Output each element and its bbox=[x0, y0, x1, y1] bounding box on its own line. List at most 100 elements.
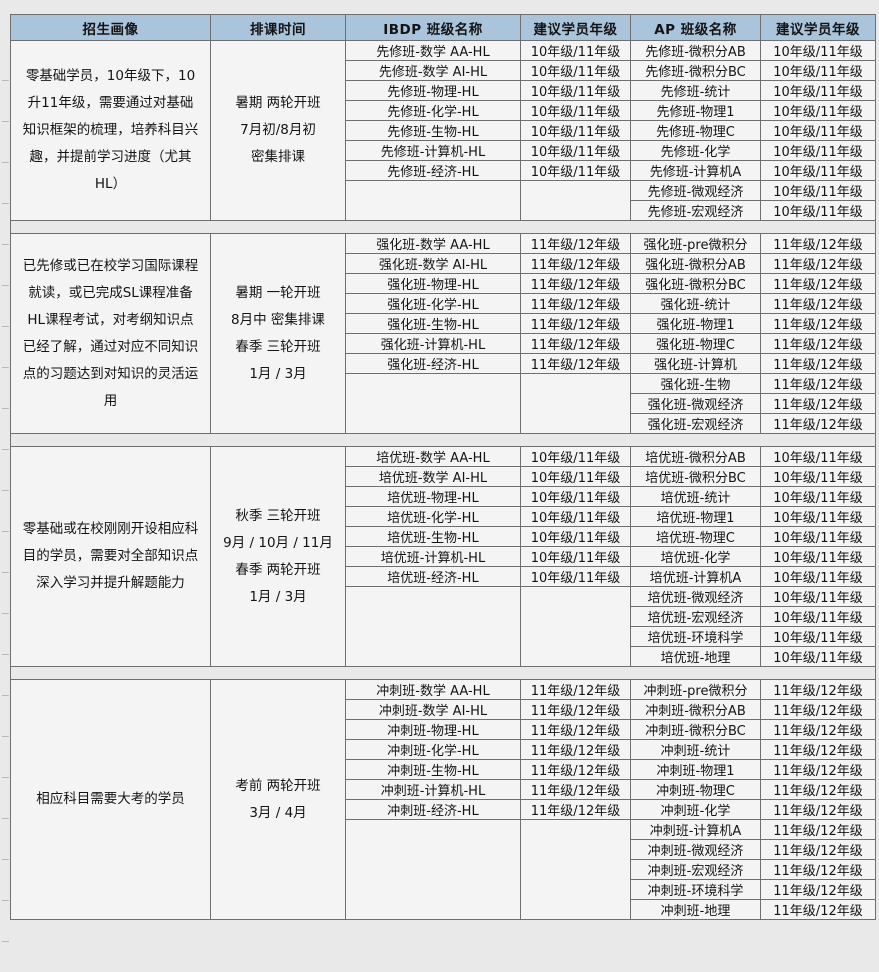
ibdp-empty-class-cell bbox=[345, 819, 521, 920]
ap-grade-cell: 10年级/11年级 bbox=[760, 526, 876, 547]
table-row: 冲刺班-数学 AI-HL 11年级/12年级 冲刺班-微积分AB 11年级/12年级 bbox=[11, 699, 876, 720]
ap-grade-cell: 11年级/12年级 bbox=[760, 293, 876, 314]
table-row: 强化班-化学-HL 11年级/12年级 强化班-统计 11年级/12年级 bbox=[11, 293, 876, 314]
ibdp-class-cell: 强化班-计算机-HL bbox=[345, 333, 521, 354]
ap-class-cell: 培优班-地理 bbox=[630, 646, 761, 667]
column-header-ibdp-grade: 建议学员年级 bbox=[520, 14, 631, 41]
column-header-ibdp-class: IBDP 班级名称 bbox=[345, 14, 521, 41]
table-row: 先修班-化学-HL 10年级/11年级 先修班-物理1 10年级/11年级 bbox=[11, 100, 876, 121]
ibdp-grade-cell: 10年级/11年级 bbox=[520, 40, 631, 61]
ibdp-grade-cell: 11年级/12年级 bbox=[520, 293, 631, 314]
ap-grade-cell: 11年级/12年级 bbox=[760, 879, 876, 900]
ap-class-cell: 培优班-微观经济 bbox=[630, 586, 761, 607]
ibdp-empty-class-cell bbox=[345, 586, 521, 667]
table-row: 培优班-宏观经济 10年级/11年级 bbox=[11, 606, 876, 627]
table-row: 已先修或已在校学习国际课程就读，或已完成SL课程准备HL课程考试，对考纲知识点已… bbox=[10, 233, 876, 434]
ibdp-grade-cell: 11年级/12年级 bbox=[520, 313, 631, 334]
table-row: 零基础学员，10年级下，10升11年级，需要通过对基础知识框架的梳理，培养科目兴… bbox=[10, 40, 876, 221]
table-row: 相应科目需要大考的学员 考前 两轮开班 3月 / 4月 冲刺班-数学 AA-HL 11年… bbox=[10, 679, 876, 920]
table-row: 强化班-微观经济 11年级/12年级 bbox=[11, 393, 876, 414]
ibdp-grade-cell: 11年级/12年级 bbox=[520, 273, 631, 294]
ibdp-grade-cell: 11年级/12年级 bbox=[520, 739, 631, 760]
ap-class-cell: 强化班-宏观经济 bbox=[630, 413, 761, 434]
ap-grade-cell: 10年级/11年级 bbox=[760, 80, 876, 101]
ap-class-cell: 冲刺班-微观经济 bbox=[630, 839, 761, 860]
ap-grade-cell: 11年级/12年级 bbox=[760, 679, 876, 700]
ap-grade-cell: 10年级/11年级 bbox=[760, 466, 876, 487]
course-table: 招生画像 排课时间 IBDP 班级名称 建议学员年级 AP 班级名称 建议学员年… bbox=[10, 14, 876, 920]
ap-class-cell: 冲刺班-化学 bbox=[630, 799, 761, 820]
schedule-cell: 暑期 一轮开班 8月中 密集排课 春季 三轮开班 1月 / 3月 bbox=[210, 233, 346, 434]
ibdp-class-cell: 先修班-数学 AA-HL bbox=[345, 40, 521, 61]
ibdp-empty-class-cell bbox=[345, 373, 521, 434]
table-row: 培优班-生物-HL 10年级/11年级 培优班-物理C 10年级/11年级 bbox=[11, 526, 876, 547]
table-row: 先修班-生物-HL 10年级/11年级 先修班-物理C 10年级/11年级 bbox=[11, 120, 876, 141]
ap-class-cell: 培优班-环境科学 bbox=[630, 626, 761, 647]
ap-class-cell: 强化班-生物 bbox=[630, 373, 761, 394]
ap-grade-cell: 10年级/11年级 bbox=[760, 606, 876, 627]
schedule-line: 7月初/8月初 bbox=[240, 122, 316, 138]
ibdp-class-cell: 冲刺班-物理-HL bbox=[345, 719, 521, 740]
schedule-line: 9月 / 10月 / 11月 bbox=[223, 534, 333, 551]
ibdp-class-cell: 强化班-化学-HL bbox=[345, 293, 521, 314]
table-row: 先修班-宏观经济 10年级/11年级 bbox=[11, 200, 876, 221]
schedule-line: 秋季 三轮开班 bbox=[235, 507, 321, 524]
ap-grade-cell: 11年级/12年级 bbox=[760, 739, 876, 760]
ap-grade-cell: 11年级/12年级 bbox=[760, 253, 876, 274]
column-header-profile: 招生画像 bbox=[10, 14, 211, 41]
ibdp-empty-grade-cell bbox=[520, 373, 631, 434]
ap-class-cell: 冲刺班-物理C bbox=[630, 779, 761, 800]
schedule-line: 春季 两轮开班 bbox=[235, 561, 321, 578]
ap-class-cell: 冲刺班-微积分AB bbox=[630, 699, 761, 720]
table-row: 冲刺班-计算机A 11年级/12年级 bbox=[11, 819, 876, 920]
table-row: 冲刺班-计算机-HL 11年级/12年级 冲刺班-物理C 11年级/12年级 bbox=[11, 779, 876, 800]
ap-class-cell: 强化班-统计 bbox=[630, 293, 761, 314]
table-row: 培优班-微观经济 10年级/11年级 bbox=[11, 586, 876, 667]
ap-grade-cell: 10年级/11年级 bbox=[760, 180, 876, 201]
table-row: 零基础或在校刚刚开设相应科目的学员，需要对全部知识点深入学习并提升解题能力 秋季 … bbox=[10, 446, 876, 667]
ap-class-cell: 培优班-物理1 bbox=[630, 506, 761, 527]
column-header-ap-grade: 建议学员年级 bbox=[760, 14, 876, 41]
ap-class-cell: 强化班-微观经济 bbox=[630, 393, 761, 414]
table-row: 培优班-经济-HL 10年级/11年级 培优班-计算机A 10年级/11年级 bbox=[11, 566, 876, 587]
ibdp-class-cell: 冲刺班-经济-HL bbox=[345, 799, 521, 820]
ap-grade-cell: 11年级/12年级 bbox=[760, 759, 876, 780]
ibdp-empty-grade-cell bbox=[520, 819, 631, 920]
ibdp-grade-cell: 10年级/11年级 bbox=[520, 60, 631, 81]
ibdp-class-cell: 培优班-生物-HL bbox=[345, 526, 521, 547]
ap-grade-cell: 11年级/12年级 bbox=[760, 839, 876, 860]
table-row: 冲刺班-经济-HL 11年级/12年级 冲刺班-化学 11年级/12年级 bbox=[11, 799, 876, 820]
table-row: 强化班-物理-HL 11年级/12年级 强化班-微积分BC 11年级/12年级 bbox=[11, 273, 876, 294]
ap-class-cell: 先修班-化学 bbox=[630, 140, 761, 161]
table-row: 培优班-环境科学 10年级/11年级 bbox=[11, 626, 876, 647]
section-gap-row bbox=[10, 666, 876, 680]
ap-class-cell: 先修班-微观经济 bbox=[630, 180, 761, 201]
ap-grade-cell: 10年级/11年级 bbox=[760, 546, 876, 567]
ap-grade-cell: 11年级/12年级 bbox=[760, 333, 876, 354]
schedule-line: 暑期 一轮开班 bbox=[235, 284, 321, 301]
ap-grade-cell: 10年级/11年级 bbox=[760, 60, 876, 81]
ibdp-class-cell: 先修班-生物-HL bbox=[345, 120, 521, 141]
ibdp-class-cell: 强化班-经济-HL bbox=[345, 353, 521, 374]
table-row: 先修班-微观经济 10年级/11年级 bbox=[11, 180, 876, 221]
table-row: 冲刺班-化学-HL 11年级/12年级 冲刺班-统计 11年级/12年级 bbox=[11, 739, 876, 760]
ap-grade-cell: 11年级/12年级 bbox=[760, 373, 876, 394]
course-schedule-sheet: 招生画像 排课时间 IBDP 班级名称 建议学员年级 AP 班级名称 建议学员年… bbox=[10, 14, 876, 920]
ibdp-class-cell: 冲刺班-生物-HL bbox=[345, 759, 521, 780]
ibdp-class-cell: 培优班-经济-HL bbox=[345, 566, 521, 587]
table-row: 先修班-计算机-HL 10年级/11年级 先修班-化学 10年级/11年级 bbox=[11, 140, 876, 161]
schedule-line: 3月 / 4月 bbox=[249, 804, 307, 821]
ap-class-cell: 冲刺班-pre微积分 bbox=[630, 679, 761, 700]
section-gap-cell bbox=[10, 220, 876, 234]
ibdp-class-cell: 先修班-计算机-HL bbox=[345, 140, 521, 161]
ap-class-cell: 先修班-宏观经济 bbox=[630, 200, 761, 221]
ibdp-grade-cell: 11年级/12年级 bbox=[520, 699, 631, 720]
column-header-schedule: 排课时间 bbox=[210, 14, 346, 41]
ap-grade-cell: 10年级/11年级 bbox=[760, 160, 876, 181]
ap-grade-cell: 11年级/12年级 bbox=[760, 859, 876, 880]
ibdp-class-cell: 冲刺班-化学-HL bbox=[345, 739, 521, 760]
ap-class-cell: 强化班-微积分AB bbox=[630, 253, 761, 274]
ibdp-grade-cell: 10年级/11年级 bbox=[520, 80, 631, 101]
ap-class-cell: 强化班-微积分BC bbox=[630, 273, 761, 294]
ibdp-empty-grade-cell bbox=[520, 586, 631, 667]
